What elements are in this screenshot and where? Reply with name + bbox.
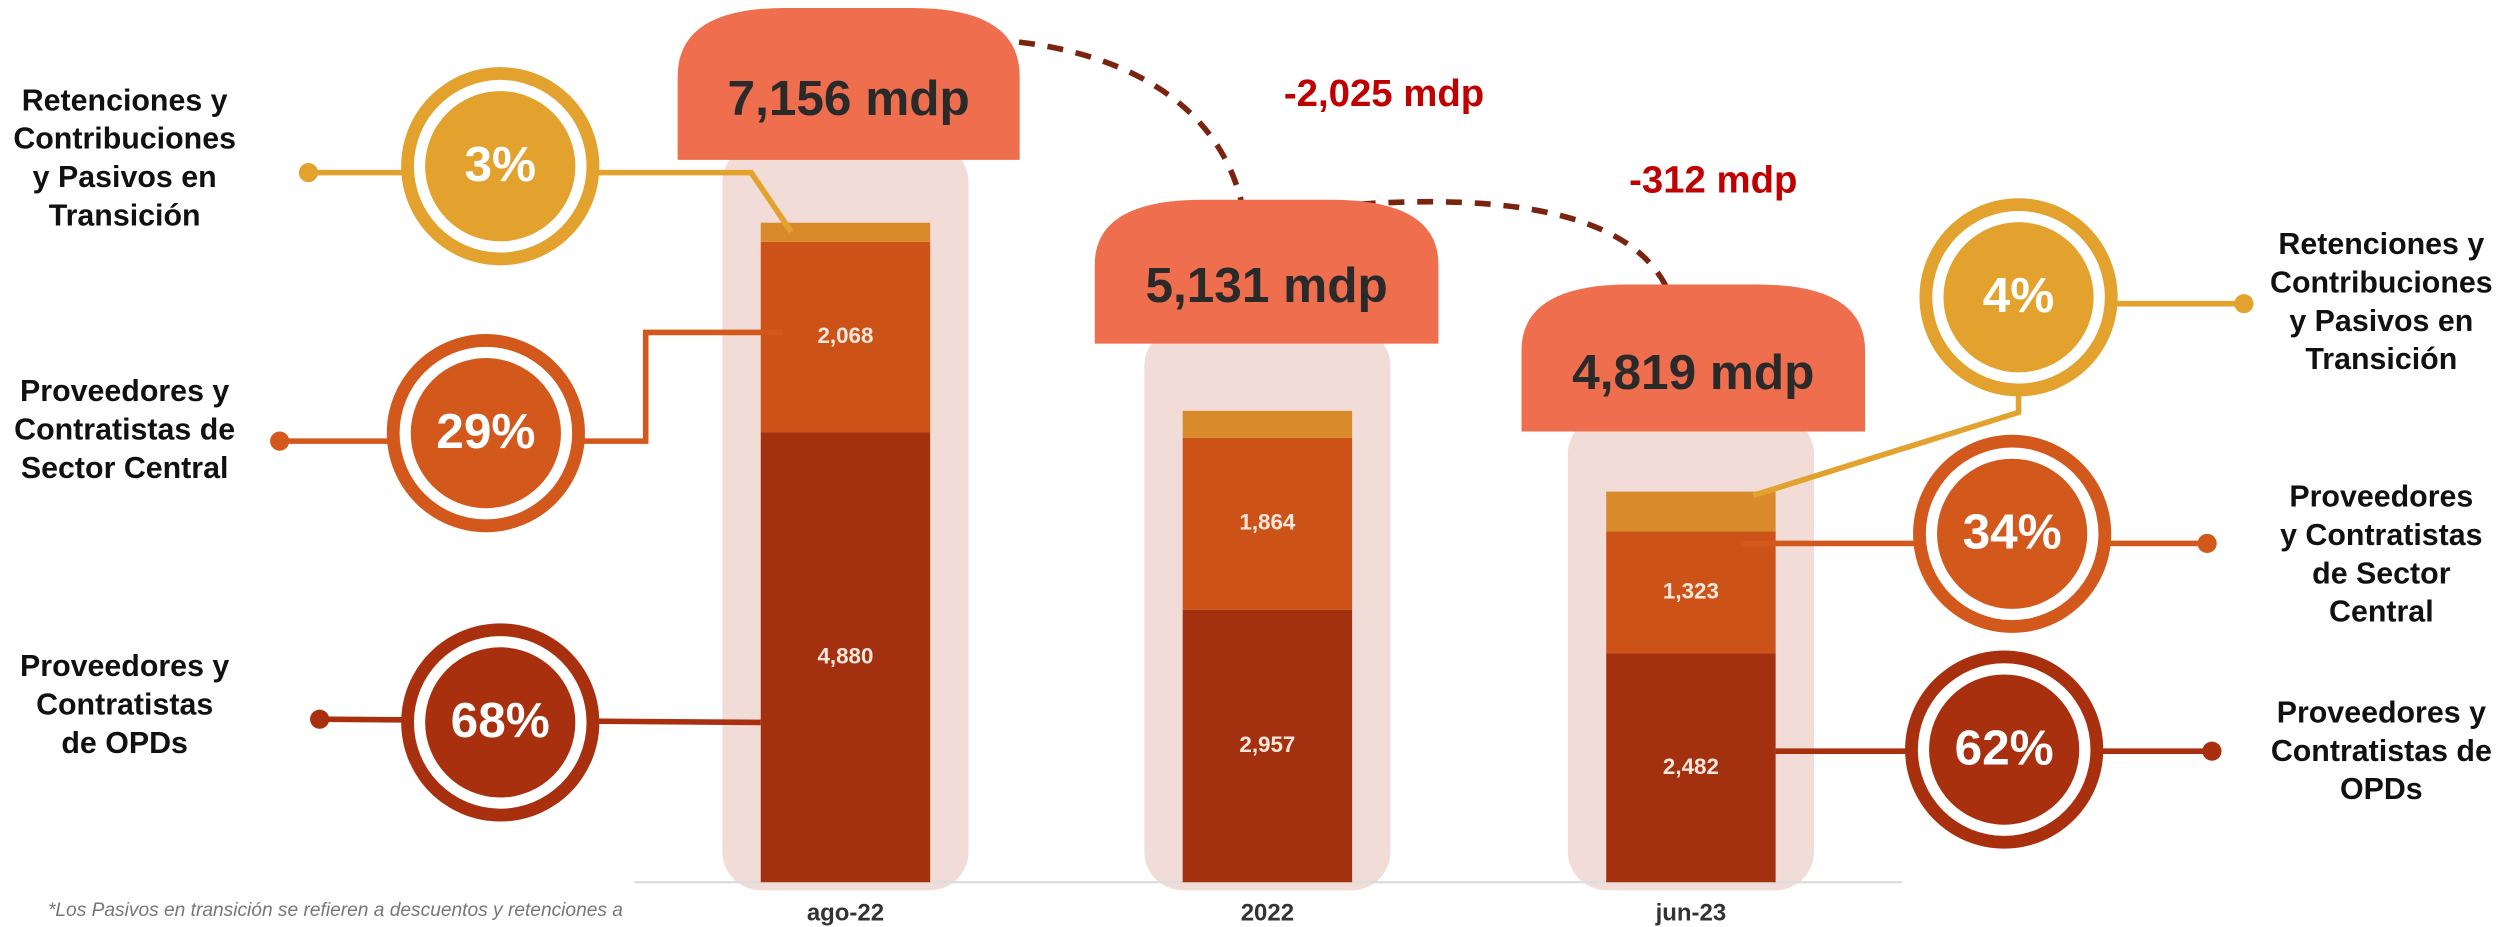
series-label: Transición — [2305, 343, 2457, 376]
bar-segment — [1182, 437, 1353, 610]
share-label: 62% — [1955, 720, 2054, 775]
connector-dot — [298, 163, 319, 183]
series-label: de OPDs — [61, 727, 188, 760]
connector-dot — [2202, 741, 2222, 761]
series-label: Proveedores y — [2277, 696, 2486, 729]
series-label: Contratistas de — [14, 414, 235, 447]
bar-segment — [760, 241, 931, 433]
share-fill — [410, 358, 561, 509]
series-label: OPDs — [2340, 773, 2423, 806]
series-label: Contratistas — [36, 688, 213, 721]
total-label: 5,131 mdp — [1145, 258, 1387, 313]
value-label: 1,864 — [1239, 510, 1296, 535]
share-label: 34% — [1963, 505, 2062, 560]
change-arrow — [846, 35, 1247, 212]
series-label: Central — [2329, 596, 2434, 629]
connector — [1752, 393, 2022, 499]
series-label: Proveedores — [2289, 481, 2473, 514]
bar-segment — [1182, 609, 1353, 883]
total-cap — [1094, 199, 1439, 344]
series-label: y Contratistas — [2280, 519, 2482, 552]
connector-dot — [270, 431, 290, 451]
value-label: 2,482 — [1663, 754, 1719, 779]
total-cap — [677, 8, 1020, 160]
share-label: 29% — [436, 404, 535, 459]
share-fill — [1937, 458, 2088, 609]
series-label: Proveedores y — [20, 650, 229, 683]
total-cap — [1521, 284, 1866, 432]
value-label: 4,880 — [817, 643, 873, 668]
series-label: Contratistas de — [2271, 735, 2492, 768]
series-label: Contribuciones — [13, 123, 236, 156]
series-label: de Sector — [2312, 557, 2451, 590]
series-label: Retenciones y — [2278, 228, 2484, 261]
bar-segment — [1606, 491, 1776, 532]
total-label: 7,156 mdp — [728, 71, 970, 126]
series-label: Sector Central — [21, 452, 229, 485]
series-label: Transición — [49, 199, 201, 232]
share-fill — [1929, 674, 2080, 825]
x-tick-label: 2022 — [1241, 900, 1294, 927]
value-label: 1,323 — [1663, 578, 1719, 603]
series-label: y Pasivos en — [2289, 305, 2473, 338]
series-label: y Pasivos en — [33, 161, 217, 194]
value-label: 2,957 — [1239, 732, 1295, 757]
share-label: 68% — [451, 693, 550, 748]
series-label: Proveedores y — [20, 375, 229, 408]
connector-dot — [2234, 294, 2254, 314]
share-label: 3% — [464, 137, 536, 192]
connector-dot — [2197, 533, 2217, 553]
bar-segment — [1606, 653, 1776, 883]
share-fill — [1943, 222, 2094, 373]
change-label: -312 mdp — [1629, 158, 1797, 201]
share-label: 4% — [1983, 268, 2055, 323]
change-label: -2,025 mdp — [1284, 72, 1484, 115]
bar-segment — [1606, 531, 1776, 654]
x-tick-label: ago-22 — [807, 900, 884, 927]
bar-segment — [760, 432, 931, 883]
total-label: 4,819 mdp — [1572, 345, 1814, 400]
bar-segment — [1182, 410, 1353, 438]
connector-dot — [310, 709, 330, 729]
series-label: Retenciones y — [22, 84, 228, 117]
share-fill — [425, 91, 576, 242]
series-label: Contribuciones — [2270, 267, 2493, 300]
value-label: 2,068 — [817, 323, 873, 348]
footnote: *Los Pasivos en transición se refieren a… — [48, 900, 623, 921]
share-fill — [425, 647, 576, 798]
bar-segment — [760, 222, 931, 242]
x-tick-label: jun-23 — [1655, 900, 1727, 927]
